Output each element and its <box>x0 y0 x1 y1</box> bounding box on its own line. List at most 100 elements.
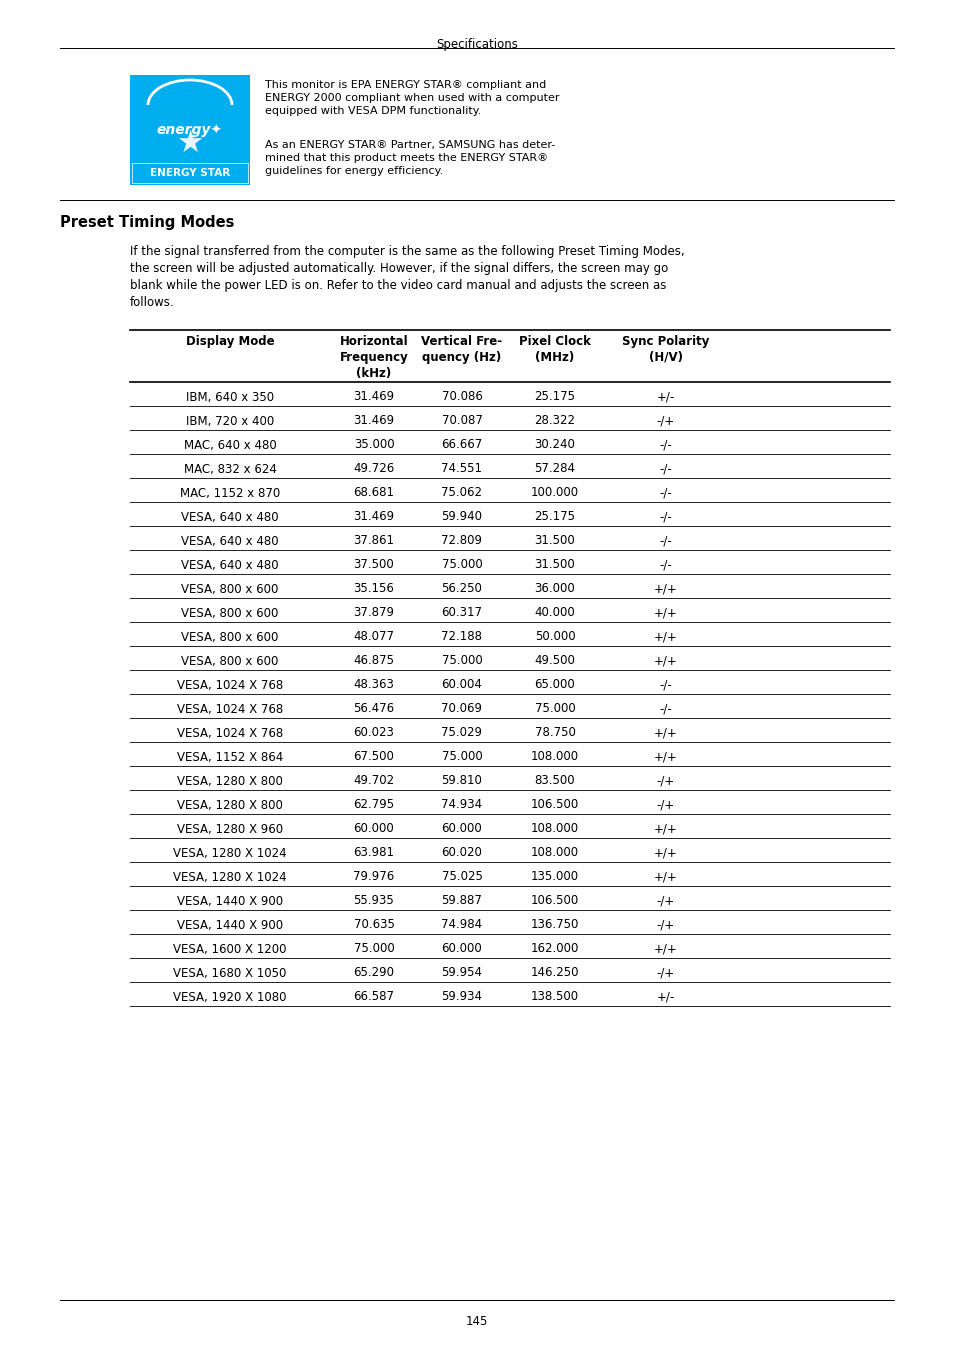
Text: 28.322: 28.322 <box>534 414 575 428</box>
Text: 60.023: 60.023 <box>354 726 394 740</box>
Text: 25.175: 25.175 <box>534 510 575 524</box>
Bar <box>130 76 250 185</box>
Text: MAC, 640 x 480: MAC, 640 x 480 <box>183 439 276 451</box>
Text: 66.667: 66.667 <box>441 439 482 451</box>
Text: 59.810: 59.810 <box>441 775 482 787</box>
Text: 65.290: 65.290 <box>354 967 395 980</box>
Text: -/+: -/+ <box>657 798 675 811</box>
Text: 145: 145 <box>465 1315 488 1328</box>
Text: 49.702: 49.702 <box>353 775 395 787</box>
Text: ★: ★ <box>176 128 204 158</box>
Text: 75.000: 75.000 <box>354 942 394 956</box>
Text: +/+: +/+ <box>654 655 678 667</box>
Text: 59.887: 59.887 <box>441 895 482 907</box>
Text: 75.062: 75.062 <box>441 486 482 500</box>
Text: +/+: +/+ <box>654 751 678 764</box>
Text: 63.981: 63.981 <box>354 846 395 860</box>
Text: 65.000: 65.000 <box>534 679 575 691</box>
Text: 56.250: 56.250 <box>441 582 482 595</box>
Text: 60.000: 60.000 <box>441 822 482 836</box>
Text: 37.500: 37.500 <box>354 559 394 571</box>
Text: VESA, 800 x 600: VESA, 800 x 600 <box>181 655 278 667</box>
Text: 31.469: 31.469 <box>353 390 395 404</box>
Text: 70.087: 70.087 <box>441 414 482 428</box>
Text: VESA, 1280 X 1024: VESA, 1280 X 1024 <box>173 871 287 883</box>
Text: -/-: -/- <box>659 679 672 691</box>
Text: 35.156: 35.156 <box>354 582 394 595</box>
Text: VESA, 640 x 480: VESA, 640 x 480 <box>181 559 278 571</box>
Text: +/+: +/+ <box>654 606 678 620</box>
Text: 49.726: 49.726 <box>353 463 395 475</box>
Text: 67.500: 67.500 <box>354 751 394 764</box>
Text: -/+: -/+ <box>657 414 675 428</box>
Text: 31.500: 31.500 <box>534 559 575 571</box>
Text: 79.976: 79.976 <box>353 871 395 883</box>
Text: Horizontal
Frequency
(kHz): Horizontal Frequency (kHz) <box>339 335 408 379</box>
Text: +/+: +/+ <box>654 822 678 836</box>
Text: 62.795: 62.795 <box>353 798 395 811</box>
Text: 60.020: 60.020 <box>441 846 482 860</box>
Text: VESA, 640 x 480: VESA, 640 x 480 <box>181 510 278 524</box>
Text: VESA, 1920 X 1080: VESA, 1920 X 1080 <box>173 991 287 1003</box>
Text: 106.500: 106.500 <box>530 798 578 811</box>
Text: 37.861: 37.861 <box>354 535 395 548</box>
Text: 75.000: 75.000 <box>441 655 482 667</box>
Text: 59.940: 59.940 <box>441 510 482 524</box>
Text: +/+: +/+ <box>654 846 678 860</box>
Text: +/-: +/- <box>657 991 675 1003</box>
Text: VESA, 800 x 600: VESA, 800 x 600 <box>181 582 278 595</box>
Text: 31.500: 31.500 <box>534 535 575 548</box>
Text: VESA, 1280 X 800: VESA, 1280 X 800 <box>177 798 283 811</box>
Text: 31.469: 31.469 <box>353 510 395 524</box>
Text: -/-: -/- <box>659 486 672 500</box>
Text: VESA, 800 x 600: VESA, 800 x 600 <box>181 630 278 644</box>
Text: 108.000: 108.000 <box>531 751 578 764</box>
Text: This monitor is EPA ENERGY STAR® compliant and
ENERGY 2000 compliant when used w: This monitor is EPA ENERGY STAR® complia… <box>265 80 558 116</box>
Text: -/-: -/- <box>659 535 672 548</box>
Text: 162.000: 162.000 <box>530 942 578 956</box>
Text: 60.000: 60.000 <box>354 822 394 836</box>
Text: Preset Timing Modes: Preset Timing Modes <box>60 215 234 230</box>
Text: 49.500: 49.500 <box>534 655 575 667</box>
Text: VESA, 1280 X 1024: VESA, 1280 X 1024 <box>173 846 287 860</box>
Text: 106.500: 106.500 <box>530 895 578 907</box>
Text: 59.954: 59.954 <box>441 967 482 980</box>
Text: 74.934: 74.934 <box>441 798 482 811</box>
Text: VESA, 1680 X 1050: VESA, 1680 X 1050 <box>173 967 287 980</box>
Text: +/+: +/+ <box>654 871 678 883</box>
Text: VESA, 1600 X 1200: VESA, 1600 X 1200 <box>173 942 287 956</box>
Text: 100.000: 100.000 <box>531 486 578 500</box>
Text: IBM, 640 x 350: IBM, 640 x 350 <box>186 390 274 404</box>
Bar <box>132 163 248 184</box>
Text: MAC, 832 x 624: MAC, 832 x 624 <box>183 463 276 475</box>
Text: 56.476: 56.476 <box>353 702 395 716</box>
Text: -/-: -/- <box>659 702 672 716</box>
Text: 75.000: 75.000 <box>534 702 575 716</box>
Text: 66.587: 66.587 <box>354 991 395 1003</box>
Text: VESA, 1024 X 768: VESA, 1024 X 768 <box>176 679 283 691</box>
Text: 74.984: 74.984 <box>441 918 482 932</box>
Text: 31.469: 31.469 <box>353 414 395 428</box>
Text: +/+: +/+ <box>654 630 678 644</box>
Text: 72.188: 72.188 <box>441 630 482 644</box>
Text: 78.750: 78.750 <box>534 726 575 740</box>
Text: 60.000: 60.000 <box>441 942 482 956</box>
Text: VESA, 1280 X 800: VESA, 1280 X 800 <box>177 775 283 787</box>
Text: 30.240: 30.240 <box>534 439 575 451</box>
Text: VESA, 1440 X 900: VESA, 1440 X 900 <box>176 918 283 932</box>
Text: 36.000: 36.000 <box>534 582 575 595</box>
Text: +/+: +/+ <box>654 582 678 595</box>
Text: 59.934: 59.934 <box>441 991 482 1003</box>
Text: -/+: -/+ <box>657 967 675 980</box>
Text: VESA, 800 x 600: VESA, 800 x 600 <box>181 606 278 620</box>
Text: -/-: -/- <box>659 439 672 451</box>
Text: 146.250: 146.250 <box>530 967 578 980</box>
Text: -/-: -/- <box>659 559 672 571</box>
Text: -/-: -/- <box>659 463 672 475</box>
Text: 60.004: 60.004 <box>441 679 482 691</box>
Text: 57.284: 57.284 <box>534 463 575 475</box>
Text: -/+: -/+ <box>657 775 675 787</box>
Text: -/+: -/+ <box>657 895 675 907</box>
Text: Pixel Clock
(MHz): Pixel Clock (MHz) <box>518 335 590 365</box>
Text: 138.500: 138.500 <box>531 991 578 1003</box>
